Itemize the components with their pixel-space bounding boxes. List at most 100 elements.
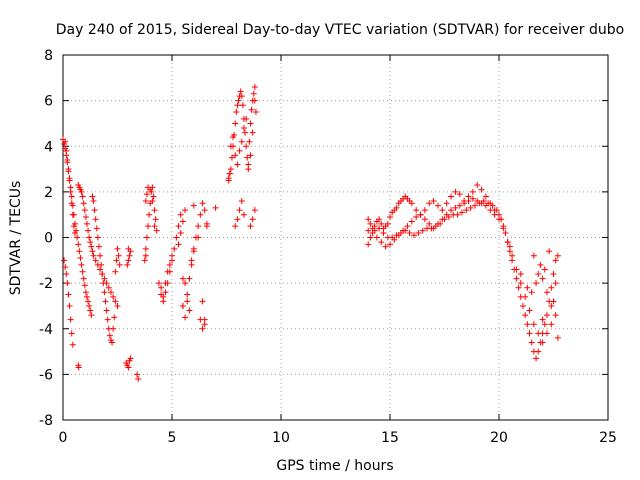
data-point xyxy=(445,213,452,220)
data-point xyxy=(162,280,169,287)
data-point xyxy=(114,302,121,309)
data-point xyxy=(413,213,420,220)
data-point xyxy=(93,225,100,232)
data-point xyxy=(94,234,101,241)
data-point xyxy=(75,364,82,371)
data-point xyxy=(232,152,239,159)
data-point xyxy=(539,339,546,346)
data-point xyxy=(232,223,239,230)
data-point xyxy=(134,371,141,378)
data-point xyxy=(61,140,68,147)
y-tick-label: 0 xyxy=(44,231,53,247)
data-point xyxy=(142,245,149,252)
data-point xyxy=(365,241,372,248)
data-point xyxy=(419,227,426,234)
data-point xyxy=(151,223,158,230)
data-point xyxy=(467,204,474,211)
data-point xyxy=(430,198,437,204)
data-point xyxy=(437,220,444,227)
data-point xyxy=(71,229,78,236)
data-point xyxy=(448,207,455,214)
data-point xyxy=(248,106,255,113)
data-point xyxy=(519,302,526,309)
data-point xyxy=(236,207,243,214)
data-point xyxy=(97,266,104,273)
data-point xyxy=(103,280,110,287)
data-point xyxy=(504,239,511,246)
data-point xyxy=(552,280,559,287)
data-point xyxy=(365,227,372,234)
data-point xyxy=(125,364,132,371)
data-point xyxy=(62,145,69,152)
data-point xyxy=(164,268,171,275)
data-point xyxy=(116,261,123,268)
data-point xyxy=(153,227,160,234)
data-point xyxy=(179,302,186,309)
data-point xyxy=(106,332,113,339)
data-point xyxy=(158,284,165,291)
data-point xyxy=(247,152,254,159)
data-point xyxy=(548,302,555,309)
data-point xyxy=(242,129,249,136)
data-point xyxy=(233,109,240,116)
data-point xyxy=(530,252,537,259)
data-point xyxy=(87,239,94,246)
data-point xyxy=(145,223,152,230)
data-point xyxy=(80,200,87,207)
data-point xyxy=(397,229,404,236)
data-point xyxy=(402,227,409,234)
data-point xyxy=(90,198,97,204)
y-tick-label: 8 xyxy=(44,48,53,64)
data-point xyxy=(64,159,71,166)
data-point xyxy=(85,298,92,305)
data-point xyxy=(530,321,537,328)
data-point xyxy=(472,202,479,209)
data-point xyxy=(474,182,481,189)
data-point xyxy=(182,280,189,287)
data-point xyxy=(251,97,258,104)
data-point xyxy=(417,211,424,218)
data-point xyxy=(195,234,202,241)
data-point xyxy=(469,188,476,195)
data-point xyxy=(68,330,75,337)
data-point xyxy=(61,257,68,264)
data-point xyxy=(78,188,85,195)
data-point xyxy=(101,289,108,296)
data-point xyxy=(506,243,513,250)
data-point xyxy=(127,248,134,255)
data-point xyxy=(378,239,385,246)
data-point xyxy=(367,234,374,241)
data-point xyxy=(452,204,459,211)
data-point xyxy=(389,234,396,241)
data-point xyxy=(236,147,243,154)
data-point xyxy=(491,211,498,218)
data-point xyxy=(150,193,157,200)
data-point xyxy=(81,282,88,289)
y-tick-label: -2 xyxy=(39,276,53,292)
data-point xyxy=(166,261,173,268)
data-point xyxy=(543,330,550,337)
data-point xyxy=(90,252,97,259)
data-point xyxy=(552,312,559,319)
data-point xyxy=(524,284,531,291)
data-point xyxy=(190,202,197,209)
data-point xyxy=(526,307,533,314)
data-point xyxy=(393,232,400,239)
y-tick-label: 4 xyxy=(44,139,53,155)
chart-title: Day 240 of 2015, Sidereal Day-to-day VTE… xyxy=(56,22,624,38)
data-point xyxy=(232,120,239,127)
data-point xyxy=(112,268,119,275)
data-point xyxy=(83,220,90,227)
data-point xyxy=(175,241,182,248)
data-point xyxy=(113,257,120,264)
data-point xyxy=(63,271,70,277)
data-point xyxy=(171,245,178,252)
data-point xyxy=(500,225,507,232)
data-point xyxy=(88,312,95,319)
data-point xyxy=(82,289,89,296)
data-point xyxy=(149,198,156,204)
data-point xyxy=(513,266,520,273)
data-point xyxy=(371,227,378,234)
data-point xyxy=(509,252,516,259)
data-point xyxy=(432,223,439,230)
